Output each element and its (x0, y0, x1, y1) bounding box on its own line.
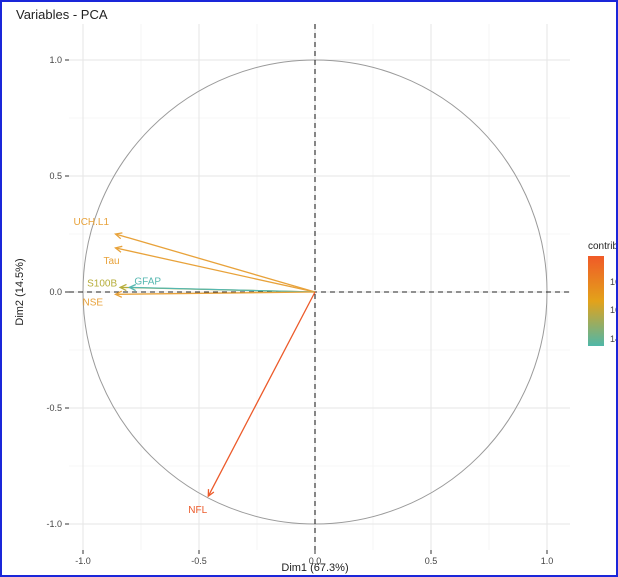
arrow-uch-l1 (115, 233, 316, 293)
arrow-gfap (129, 286, 316, 293)
variable-label: NSE (82, 297, 103, 308)
y-axis-label: Dim2 (14.5%) (14, 258, 26, 325)
legend-tick-label: 16 (610, 277, 616, 287)
variable-label: GFAP (134, 276, 161, 287)
arrowhead (118, 283, 127, 292)
variable-label: NFL (188, 505, 207, 516)
x-tick-label: -0.5 (191, 556, 207, 566)
y-tick-label: 0.5 (49, 171, 62, 181)
y-tick-label: -0.5 (46, 403, 62, 413)
x-tick-label: 0.5 (425, 556, 438, 566)
grid-lines (69, 24, 570, 550)
variable-label: Tau (103, 256, 119, 267)
arrow-tau (115, 247, 316, 293)
y-tick-label: -1.0 (46, 519, 62, 529)
legend-tick-label: 16 (610, 305, 616, 315)
y-tick-label: 0.0 (49, 287, 62, 297)
chart-title: Variables - PCA (16, 7, 108, 22)
variable-label: S100B (87, 278, 117, 289)
arrowhead (114, 232, 123, 240)
x-tick-label: -1.0 (75, 556, 91, 566)
x-tick-label: 1.0 (541, 556, 554, 566)
legend-colorbar (588, 256, 604, 346)
arrow-nse (115, 291, 316, 295)
x-tick-label: 0.0 (309, 556, 322, 566)
legend-title: contrib (588, 241, 616, 252)
arrowhead (207, 489, 215, 498)
legend: contrib 16 16 14 (588, 241, 616, 346)
legend-tick-label: 14 (610, 334, 616, 344)
arrowhead (113, 290, 123, 298)
y-tick-label: 1.0 (49, 55, 62, 65)
arrow-nfl (207, 291, 316, 497)
plot-panel (69, 24, 570, 550)
variable-labels: UCH.L1 Tau S100B GFAP NSE NFL (73, 217, 207, 516)
axis-ticks: -1.0 -0.5 0.0 0.5 1.0 1.0 0.5 0.0 -0.5 -1.0 (46, 55, 553, 566)
arrowhead (127, 283, 137, 292)
variable-arrows (113, 232, 316, 498)
x-axis-label: Dim1 (67.3%) (281, 562, 348, 574)
arrowhead (114, 245, 123, 253)
variable-label: UCH.L1 (73, 217, 109, 228)
